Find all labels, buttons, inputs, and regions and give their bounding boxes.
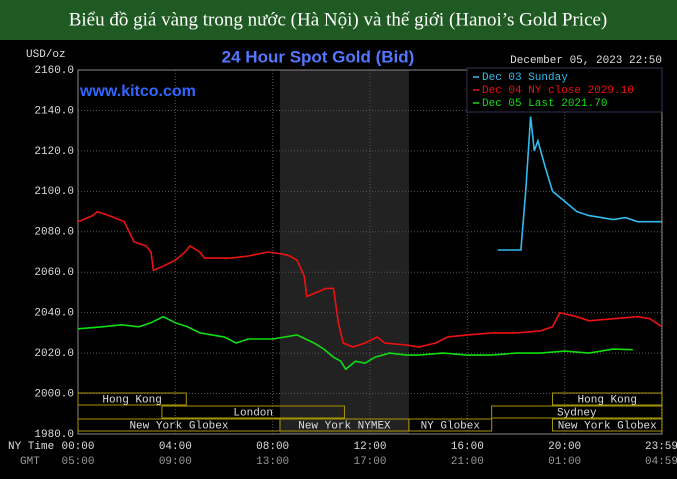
y-tick-label: 2160.0 [34,65,74,77]
x2-tick-label: 09:00 [159,456,192,468]
legend-box [466,67,663,113]
timestamp: December 05, 2023 22:50 [510,55,662,67]
session-label: Hong Kong [102,394,161,406]
banner-bg [0,0,677,40]
session-shade [279,70,409,434]
session-label: New York Globex [558,420,657,432]
legend-label: Dec 05 Last 2021.70 [482,98,607,110]
x2-tick-label: 05:00 [61,456,94,468]
session-bar [491,405,663,419]
x-tick-label: 00:00 [61,441,94,453]
x2-tick-label: 21:00 [451,456,484,468]
x-tick-label: 23:59 [645,441,677,453]
session-bar [552,392,663,406]
series-line [77,315,633,371]
y-tick-label: 2120.0 [34,146,74,158]
session-bar [161,405,345,419]
session-label: Hong Kong [578,394,637,406]
x2-tick-label: 17:00 [353,456,386,468]
y-tick-label: 2020.0 [34,348,74,360]
session-bar [408,418,493,432]
legend-label: Dec 03 Sunday [482,72,568,84]
y-tick-label: 2000.0 [34,388,74,400]
x2-tick-label: 04:59 [645,456,677,468]
banner-title: Biểu đồ giá vàng trong nước (Hà Nội) và … [69,9,608,30]
y-tick-label: 1980.0 [34,429,74,441]
session-label: New York Globex [129,420,228,432]
source: www.kitco.com [79,83,196,100]
y-tick-label: 2080.0 [34,227,74,239]
session-label: London [233,407,273,419]
x-tick-label: 16:00 [451,441,484,453]
session-label: Sydney [557,407,597,419]
y-axis-label: USD/oz [26,49,66,61]
x-tick-label: 08:00 [256,441,289,453]
y-tick-label: 2060.0 [34,267,74,279]
x2-axis-label: GMT [20,456,40,468]
plot-border [77,69,663,435]
x-axis-label: NY Time [8,441,54,453]
legend-label: Dec 04 NY close 2029.10 [482,85,634,97]
x-tick-label: 20:00 [548,441,581,453]
x2-tick-label: 13:00 [256,456,289,468]
x2-tick-label: 01:00 [548,456,581,468]
session-label: New York NYMEX [298,420,391,432]
y-tick-label: 2040.0 [34,308,74,320]
x-tick-label: 12:00 [353,441,386,453]
series-line [77,210,663,348]
series-line [497,116,662,251]
session-bar [552,418,663,432]
session-label: NY Globex [421,420,481,432]
y-tick-label: 2140.0 [34,105,74,117]
x-tick-label: 04:00 [159,441,192,453]
y-tick-label: 2100.0 [34,186,74,198]
session-bar [77,392,187,406]
chart-title: 24 Hour Spot Gold (Bid) [222,47,415,66]
